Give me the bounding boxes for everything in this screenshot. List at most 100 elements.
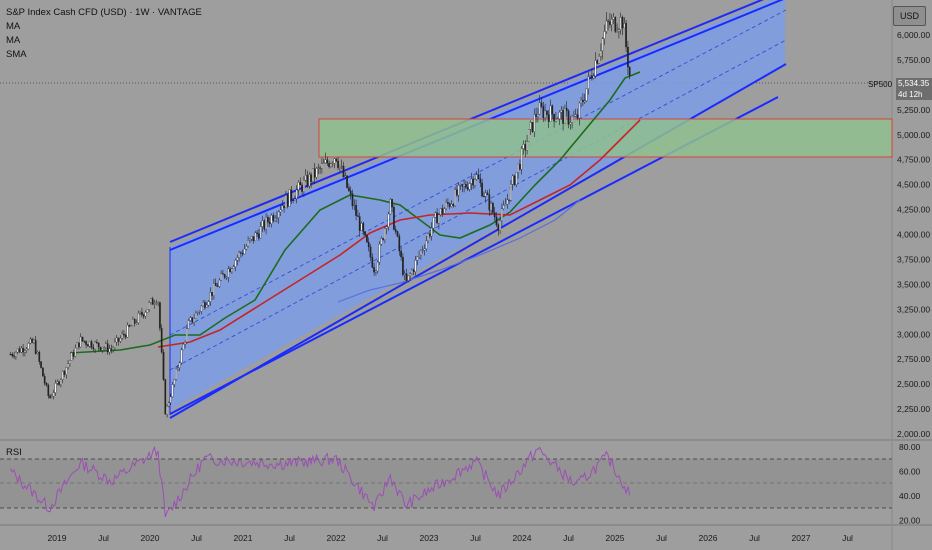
candle-body [16,348,19,353]
candle-body [418,254,420,257]
candle-body [402,256,404,275]
candle-body [119,338,122,342]
candle-body [439,208,442,215]
candle-body [139,311,141,314]
candle-body [576,114,579,119]
candle-body [256,232,258,234]
chart-legend: S&P Index Cash CFD (USD) · 1W · VANTAGE … [6,6,202,62]
symbol-title[interactable]: S&P Index Cash CFD (USD) · 1W · VANTAGE [6,7,202,18]
candle-body [349,190,352,194]
candle-body [582,99,584,103]
candle-body [279,209,282,213]
candle-body [223,274,226,278]
candle-body [166,405,168,415]
candle-body [596,60,599,64]
candle-body [486,192,489,195]
candle-body [619,17,622,30]
candle-body [196,312,199,314]
candle-body [434,212,437,218]
candle-body [573,116,575,118]
candle-body [159,302,161,329]
time-tick-label: Jul [749,533,760,543]
candle-body [177,367,179,370]
candle-body [133,319,136,324]
candle-body [83,340,86,342]
candle-body [502,205,505,209]
rsi-tick-label: 40.00 [899,491,921,501]
candle-body [605,20,608,32]
candle-body [189,317,192,321]
candle-body [22,347,24,353]
price-tick-label: 4,750.00 [897,155,930,165]
candle-body [357,215,359,217]
candle-body [477,174,480,179]
candle-body [56,381,59,384]
candle-body [211,292,213,296]
candle-body [11,354,14,356]
candle-body [366,234,368,243]
time-tick-label: Jul [191,533,202,543]
candle-body [43,376,46,384]
indicator-ma-2[interactable]: MA [6,35,21,46]
candle-body [508,199,510,201]
candle-body [236,257,239,261]
candle-body [519,163,521,170]
candle-body [135,322,138,324]
candle-body [312,168,314,182]
candle-body [290,189,293,201]
rsi-indicator-label[interactable]: RSI [6,447,22,458]
candle-body [614,17,617,32]
candle-body [108,348,111,353]
candle-body [389,199,392,215]
candle-body [513,175,516,185]
time-tick-label: 2027 [792,533,811,543]
time-tick-label: Jul [656,533,667,543]
indicator-sma[interactable]: SMA [6,49,27,60]
time-tick-label: 2019 [48,533,67,543]
candle-body [592,75,595,79]
candle-body [616,31,618,33]
candle-body [308,174,311,187]
candle-body [574,114,577,117]
candle-body [294,198,296,201]
candle-body [299,182,302,186]
candle-body [387,213,390,227]
candle-body [474,179,476,186]
candle-body [533,114,536,132]
candle-body [112,347,114,350]
candle-body [265,217,267,230]
candle-body [74,347,77,357]
candle-body [297,182,300,190]
candle-body [412,269,415,272]
currency-button[interactable]: USD [893,6,926,26]
candle-body [522,144,525,149]
candle-body [396,231,399,237]
candle-body [384,228,386,240]
candle-body [168,402,170,407]
indicator-ma-1[interactable]: MA [6,21,21,32]
candle-body [193,318,195,323]
price-axis[interactable]: 2,000.00 2,250.00 2,500.00 2,750.00 3,000.00… [897,30,930,439]
candle-body [148,302,150,310]
candle-body [411,269,413,275]
candle-body [67,363,69,368]
candle-body [20,347,23,353]
candle-body [481,182,483,197]
candle-body [25,348,28,351]
candle-body [333,158,336,164]
candle-body [441,208,444,214]
candle-body [364,231,366,236]
candle-body [587,76,590,89]
bar-countdown: 4d 12h [898,90,923,99]
candle-body [99,346,102,351]
price-tick-label: 3,000.00 [897,329,930,339]
candle-body [531,122,534,132]
candle-body [547,114,550,122]
candle-body [202,302,204,307]
time-axis[interactable]: 2019 Jul 2020 Jul 2021 Jul 2022 Jul 2023 Jul 2024 J… [48,533,854,543]
candle-body [218,279,221,287]
candle-body [124,334,127,338]
candle-body [459,184,462,186]
candle-body [79,336,82,348]
